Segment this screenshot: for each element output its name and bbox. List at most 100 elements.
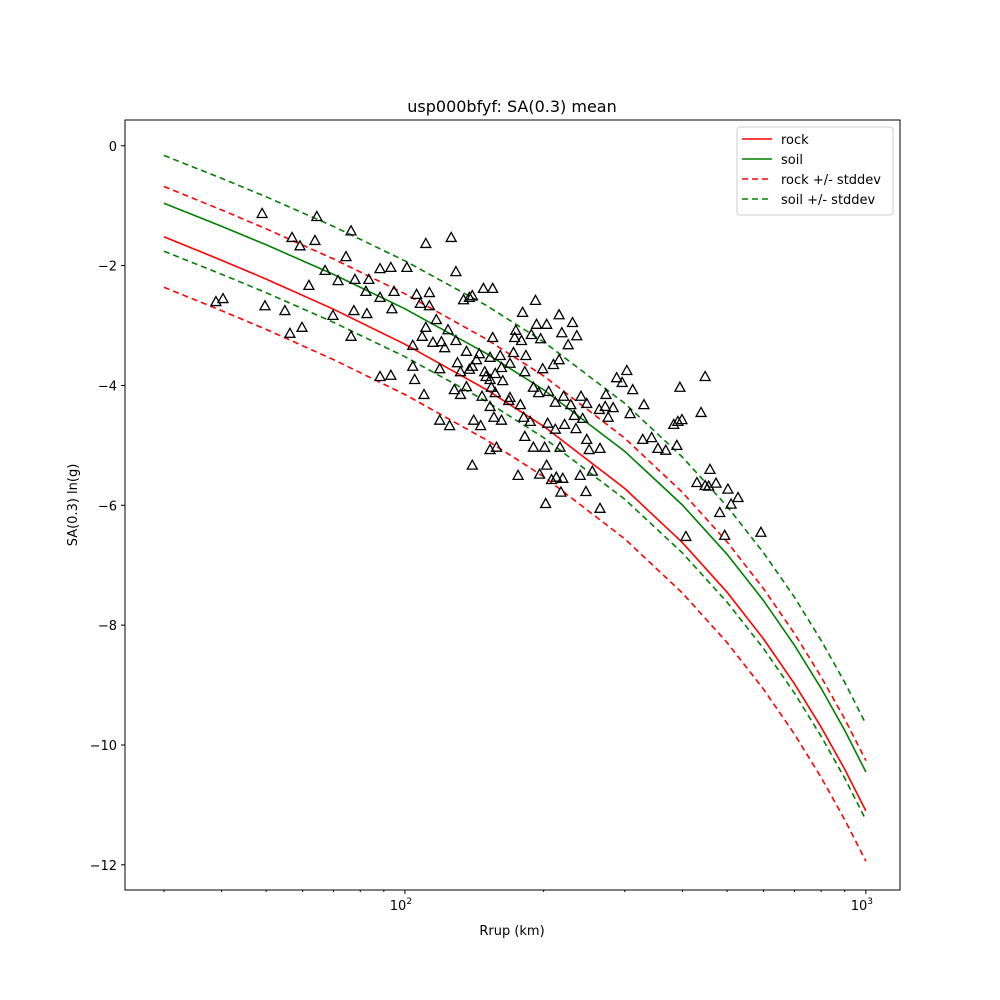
- observation-point: [549, 422, 562, 434]
- observation-point: [430, 313, 443, 325]
- observation-point: [724, 497, 738, 509]
- soil-mean-line: [163, 202, 867, 773]
- observation-point: [636, 433, 649, 445]
- observation-point: [483, 373, 497, 385]
- observation-point: [549, 395, 562, 407]
- observation-point: [524, 415, 537, 427]
- observation-point: [373, 370, 387, 382]
- observation-point: [433, 413, 446, 425]
- observation-point: [699, 370, 712, 382]
- observation-point: [285, 231, 299, 243]
- observation-point: [489, 386, 502, 398]
- observation-point: [607, 401, 620, 413]
- observation-point: [602, 410, 615, 422]
- observation-point: [293, 239, 307, 251]
- observation-point: [419, 237, 432, 249]
- observation-point: [347, 304, 361, 316]
- y-tick-label: −8: [98, 619, 117, 634]
- observation-point: [554, 485, 568, 497]
- observation-point: [360, 307, 374, 319]
- observation-point: [564, 398, 577, 410]
- observation-point: [568, 409, 581, 421]
- observation-point: [438, 341, 451, 353]
- observation-point: [216, 292, 230, 304]
- observation-point: [387, 285, 401, 297]
- observation-point: [583, 443, 596, 455]
- observation-point: [610, 371, 623, 383]
- observation-point: [709, 476, 723, 488]
- observation-point: [460, 344, 473, 356]
- observation-point: [645, 431, 658, 443]
- observation-point: [651, 442, 665, 454]
- observation-point: [326, 309, 340, 320]
- observation-point: [344, 224, 358, 236]
- observation-point: [713, 506, 726, 518]
- observation-point: [318, 264, 332, 276]
- observation-point: [373, 262, 387, 274]
- observation-point: [474, 419, 487, 431]
- observation-point: [540, 317, 553, 329]
- x-axis-label: Rrup (km): [479, 924, 544, 939]
- observation-point: [671, 415, 684, 427]
- observation-point: [362, 273, 375, 285]
- observation-point: [278, 304, 291, 316]
- observation-point: [449, 265, 463, 277]
- observation-point: [489, 367, 502, 379]
- observation-points: [209, 207, 768, 542]
- observation-point: [486, 282, 499, 294]
- legend-box: [736, 126, 894, 216]
- observation-point: [283, 326, 297, 338]
- observation-point: [258, 299, 272, 311]
- observation-point: [659, 443, 672, 455]
- observation-point: [478, 365, 491, 377]
- observation-point: [550, 470, 563, 482]
- legend: rock soil rock +/- stddev soil +/- stddev: [736, 126, 894, 216]
- observation-point: [542, 385, 555, 397]
- observation-point: [552, 353, 566, 365]
- observation-point: [400, 261, 414, 273]
- observation-point: [451, 356, 464, 368]
- observation-point: [486, 331, 499, 343]
- observation-point: [448, 383, 461, 395]
- observation-point: [580, 433, 593, 445]
- observation-point: [310, 210, 323, 222]
- observation-point: [445, 231, 458, 243]
- observation-point: [473, 347, 486, 359]
- observation-point: [703, 463, 717, 474]
- observation-point: [443, 419, 456, 431]
- observation-point: [574, 469, 587, 480]
- y-tick-label: 0: [109, 140, 117, 155]
- observation-point: [754, 525, 768, 537]
- observation-point: [385, 302, 399, 314]
- observation-point: [466, 458, 479, 470]
- y-tick-label: −2: [98, 260, 117, 275]
- observation-point: [487, 410, 501, 422]
- observation-point: [435, 335, 448, 347]
- observation-point: [470, 353, 483, 365]
- observation-point: [419, 320, 432, 332]
- observation-point: [384, 261, 397, 273]
- observation-point: [721, 482, 735, 494]
- legend-label: rock +/- stddev: [781, 173, 881, 188]
- soil-minus-stddev-line: [163, 250, 867, 821]
- observation-point: [529, 294, 542, 306]
- observation-point: [553, 440, 567, 452]
- observation-point: [731, 491, 745, 503]
- observation-point: [558, 418, 571, 430]
- observation-point: [599, 388, 613, 400]
- observation-point: [541, 416, 554, 428]
- observation-point: [485, 380, 498, 392]
- observation-point: [574, 389, 588, 401]
- observation-point: [426, 335, 440, 347]
- observation-point: [490, 440, 503, 452]
- observation-point: [690, 476, 704, 488]
- observation-point: [569, 422, 583, 434]
- legend-label: soil: [781, 153, 803, 168]
- observation-point: [483, 400, 497, 412]
- observation-point: [441, 323, 455, 335]
- observation-point: [593, 501, 607, 513]
- observation-point: [414, 297, 427, 309]
- observation-point: [417, 388, 431, 400]
- observation-point: [406, 359, 419, 371]
